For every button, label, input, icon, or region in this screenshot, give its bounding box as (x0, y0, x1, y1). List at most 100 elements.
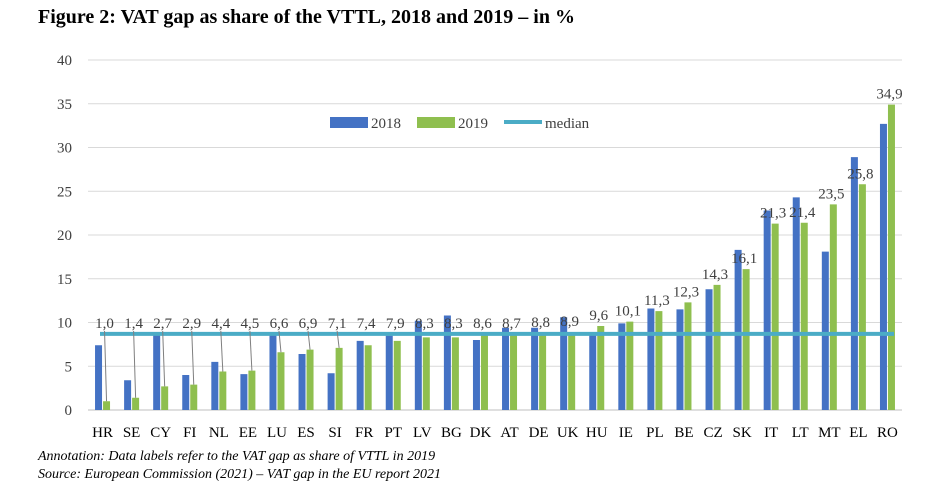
bar-2019-PL (655, 311, 663, 410)
bar-2019-SE (132, 397, 140, 410)
x-tick-CZ: CZ (703, 425, 722, 441)
bar-2018-FR (356, 340, 364, 410)
bar-2018-IE (618, 323, 626, 410)
bar-2019-UK (568, 332, 576, 410)
data-label-HU: 9,6 (589, 308, 608, 324)
data-label-SE: 1,4 (124, 316, 143, 332)
data-label-FR: 7,4 (357, 316, 376, 332)
bar-2018-EL (850, 157, 858, 410)
x-tick-ES: ES (297, 425, 315, 441)
data-label-DK: 8,6 (473, 316, 492, 332)
data-label-LV: 8,3 (415, 316, 434, 332)
x-tick-EE: EE (239, 425, 257, 441)
bar-2018-BG (443, 315, 451, 410)
bar-2018-LT (792, 197, 800, 410)
legend-swatch-2018 (330, 117, 368, 128)
x-tick-EL: EL (849, 425, 867, 441)
x-tick-PL: PL (646, 425, 664, 441)
x-tick-FI: FI (183, 425, 196, 441)
data-label-IT: 21,3 (760, 206, 786, 222)
x-tick-MT: MT (818, 425, 841, 441)
bar-2019-HU (597, 326, 605, 410)
y-axis-tick-labels: 0 5 10 15 20 25 30 35 40 (57, 53, 72, 419)
bar-2019-SK (742, 269, 750, 410)
bar-2019-EL (858, 184, 866, 410)
bar-2019-FI (190, 384, 198, 410)
x-tick-BE: BE (674, 425, 693, 441)
bar-2019-BE (684, 302, 692, 410)
data-label-BG: 8,3 (444, 316, 463, 332)
bar-2018-CY (153, 334, 161, 410)
bar-2018-HR (95, 345, 103, 410)
bar-2018-NL (211, 361, 219, 410)
leader-LU (278, 330, 282, 353)
x-tick-UK: UK (557, 425, 579, 441)
bar-2019-NL (219, 371, 227, 410)
y-tick-5: 5 (65, 359, 73, 375)
y-tick-10: 10 (57, 316, 72, 332)
legend-label-2019: 2019 (458, 116, 488, 132)
data-labels: 1,0 1,4 2,7 2,9 4,4 4,5 6,6 6,9 7,1 7,4 7,9 8,3 8,3 8… (95, 87, 902, 332)
data-label-RO: 34,9 (876, 87, 902, 103)
bar-2018-SE (124, 380, 132, 410)
x-tick-LV: LV (413, 425, 432, 441)
data-label-MT: 23,5 (818, 186, 844, 202)
leader-ES (307, 330, 311, 350)
legend-swatch-2019 (417, 117, 455, 128)
bar-2019-CY (161, 386, 169, 410)
y-tick-40: 40 (57, 53, 72, 69)
x-tick-FR: FR (355, 425, 373, 441)
bar-2018-LV (414, 320, 422, 410)
bar-2018-CZ (705, 289, 713, 410)
bar-2019-MT (829, 204, 837, 410)
bar-2018-LU (269, 334, 277, 410)
leader-SI (336, 330, 340, 348)
data-label-SK: 16,1 (731, 251, 757, 267)
data-label-HR: 1,0 (95, 316, 114, 332)
bar-2018-SK (734, 249, 742, 410)
bar-2018-BE (676, 309, 684, 410)
x-tick-DK: DK (470, 425, 492, 441)
bar-2019-DK (480, 334, 488, 410)
gridlines (88, 59, 902, 411)
bar-2018-PL (647, 308, 655, 410)
x-tick-HR: HR (92, 425, 113, 441)
bar-2018-IT (763, 210, 771, 410)
data-label-LT: 21,4 (789, 205, 816, 221)
x-tick-IT: IT (764, 425, 778, 441)
leader-SE (133, 330, 137, 398)
legend: 2018 2019 median (330, 116, 590, 132)
bar-2019-AT (510, 333, 518, 410)
x-tick-CY: CY (150, 425, 171, 441)
bar-2019-DE (539, 333, 547, 410)
data-label-BE: 12,3 (673, 284, 699, 300)
data-label-DE: 8,8 (531, 315, 550, 331)
data-label-AT: 8,7 (502, 316, 521, 332)
bar-2018-ES (298, 354, 306, 410)
x-tick-NL: NL (209, 425, 229, 441)
bar-2018-DE (531, 327, 539, 410)
y-tick-0: 0 (65, 403, 73, 419)
x-axis-tick-labels: HR SE CY FI NL EE LU ES SI FR PT LV BG DK AT DE UK HU IE PL… (92, 425, 898, 441)
data-label-FI: 2,9 (182, 316, 201, 332)
bar-2019-PT (393, 340, 401, 410)
leader-CY (162, 330, 166, 387)
bar-2019-ES (306, 349, 314, 410)
bar-2018-RO (879, 123, 887, 410)
source-note: Source: European Commission (2021) – VAT… (38, 467, 441, 482)
x-tick-BG: BG (441, 425, 462, 441)
x-tick-SI: SI (328, 425, 341, 441)
x-tick-LT: LT (792, 425, 809, 441)
data-label-CY: 2,7 (153, 316, 172, 332)
data-label-leaders (104, 330, 340, 402)
bar-2019-HR (103, 401, 111, 410)
x-tick-IE: IE (619, 425, 633, 441)
data-label-ES: 6,9 (299, 316, 318, 332)
legend-label-median: median (545, 116, 590, 132)
leader-HR (104, 330, 108, 402)
data-label-EL: 25,8 (847, 166, 873, 182)
bar-2018-EE (240, 374, 248, 410)
data-label-UK: 8,9 (560, 314, 579, 330)
legend-label-2018: 2018 (371, 116, 401, 132)
x-tick-HU: HU (586, 425, 608, 441)
